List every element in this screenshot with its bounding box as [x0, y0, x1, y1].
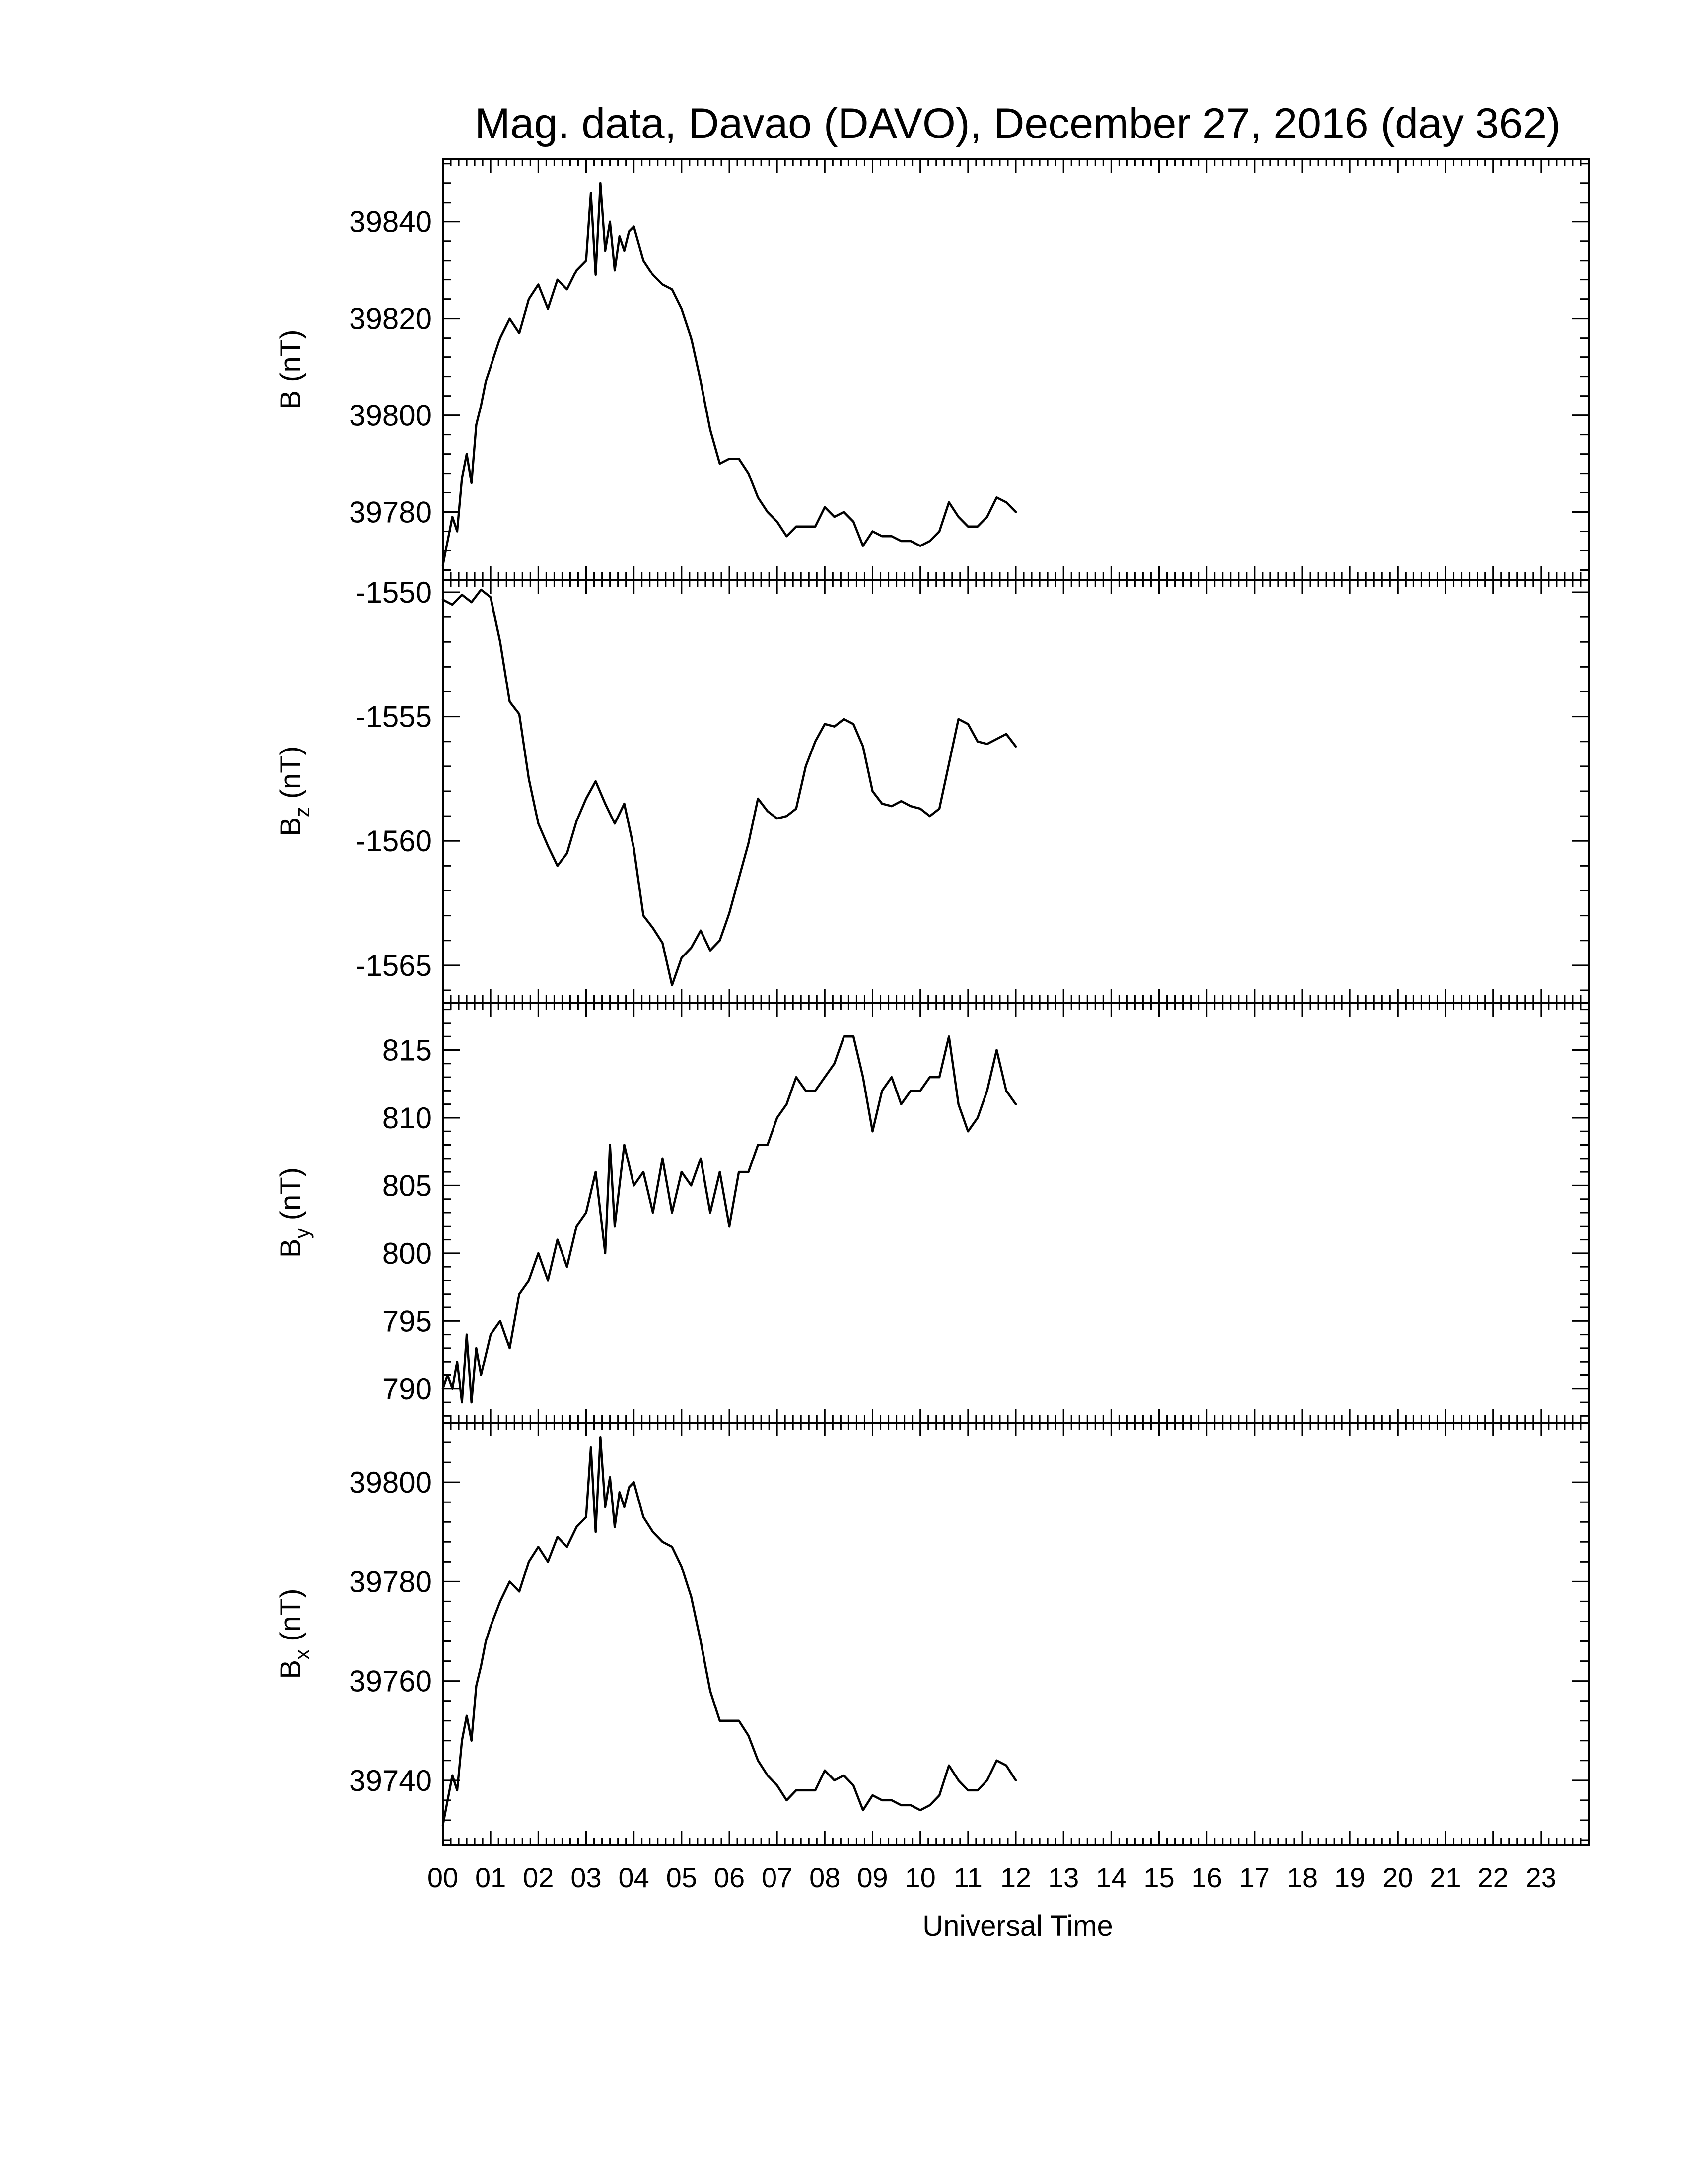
- x-tick-label: 08: [809, 1862, 840, 1893]
- panel-By: 790 795 800 805 810 815 By (nT): [275, 1002, 1590, 1424]
- x-tick-label: 10: [905, 1862, 936, 1893]
- panel-B: 39780 39800 39820 39840 B (nT): [275, 158, 1590, 581]
- x-ticks-By: [442, 1003, 1590, 1423]
- y-tick-label: -1550: [356, 576, 432, 609]
- y-tick-label: -1555: [356, 700, 432, 734]
- panel-frame-Bz: [442, 579, 1590, 1004]
- y-axis-label-B: B (nT): [275, 329, 307, 409]
- series-line-By: [441, 1035, 1017, 1404]
- y-tick-label: 790: [382, 1372, 432, 1406]
- x-tick-label: 06: [714, 1862, 745, 1893]
- x-tick-label: 18: [1287, 1862, 1318, 1893]
- y-axis-label-unit: (nT): [275, 329, 307, 390]
- panel-frame-Bx: [442, 1422, 1590, 1846]
- series-line-Bx: [441, 1436, 1017, 1827]
- x-ticks-Bz: [442, 580, 1590, 1003]
- y-axis-label-sub: z: [290, 807, 314, 817]
- y-axis-B: 39780 39800 39820 39840: [349, 163, 1589, 571]
- x-tick-label: 15: [1143, 1862, 1174, 1893]
- x-tick-label: 19: [1335, 1862, 1365, 1893]
- x-ticks-B: [442, 159, 1590, 580]
- y-tick-label: 815: [382, 1034, 432, 1067]
- y-axis-label-sub: x: [290, 1649, 314, 1660]
- x-tick-label: 23: [1526, 1862, 1556, 1893]
- panel-frame-B: [442, 158, 1590, 581]
- x-tick-label: 07: [762, 1862, 792, 1893]
- x-tick-label: 14: [1096, 1862, 1126, 1893]
- x-tick-label: 03: [570, 1862, 601, 1893]
- y-axis-label-main: B: [275, 817, 307, 836]
- x-tick-label: 21: [1430, 1862, 1461, 1893]
- x-tick-label: 22: [1478, 1862, 1509, 1893]
- y-axis-label-By: By (nT): [275, 1167, 314, 1258]
- series-line-B: [441, 182, 1017, 567]
- x-tick-label: 17: [1239, 1862, 1270, 1893]
- y-axis-label-unit: (nT): [275, 1588, 307, 1649]
- y-tick-label: 810: [382, 1101, 432, 1135]
- x-tick-label: 05: [666, 1862, 697, 1893]
- x-tick-label: 02: [523, 1862, 554, 1893]
- y-axis-By: 790 795 800 805 810 815: [382, 1009, 1589, 1417]
- y-tick-label: 39740: [349, 1764, 432, 1797]
- panels-layer: 39780 39800 39820 39840 B (nT) -1550 -1555 -156…: [275, 158, 1590, 1846]
- y-tick-label: 39780: [349, 496, 432, 529]
- x-tick-label: 04: [619, 1862, 649, 1893]
- y-axis-label-Bz: Bz (nT): [275, 746, 314, 836]
- x-tick-label: 16: [1192, 1862, 1222, 1893]
- x-tick-label: 00: [427, 1862, 458, 1893]
- y-tick-label: -1560: [356, 824, 432, 858]
- y-tick-label: 800: [382, 1237, 432, 1270]
- y-tick-label: 39820: [349, 302, 432, 336]
- x-tick-label: 11: [954, 1862, 983, 1893]
- x-tick-label: 13: [1048, 1862, 1079, 1893]
- y-tick-label: 805: [382, 1169, 432, 1202]
- y-tick-label: 39840: [349, 205, 432, 239]
- y-axis-label-main: B: [275, 1660, 307, 1679]
- chart-title: Mag. data, Davao (DAVO), December 27, 20…: [475, 100, 1561, 147]
- y-axis-label-sub: y: [290, 1228, 314, 1238]
- y-axis-label-unit: (nT): [275, 746, 307, 807]
- x-ticks-Bx: [442, 1423, 1590, 1845]
- y-axis-label-Bx: Bx (nT): [275, 1588, 314, 1679]
- y-axis-label-main: B: [275, 1238, 307, 1258]
- x-axis-label: Universal Time: [922, 1910, 1113, 1942]
- x-axis: 00 01 02 03 04 05 06 07 08 09 10 11 12 13 14 15 16 17 18 19…: [427, 1862, 1556, 1893]
- x-tick-label: 09: [857, 1862, 888, 1893]
- y-axis-Bz: -1550 -1555 -1560 -1565: [356, 576, 1589, 991]
- y-tick-label: 39800: [349, 399, 432, 432]
- y-tick-label: 795: [382, 1304, 432, 1338]
- series-line-Bz: [441, 588, 1017, 987]
- panel-Bz: -1550 -1555 -1560 -1565 Bz (nT): [275, 576, 1590, 1004]
- y-tick-label: 39780: [349, 1565, 432, 1598]
- y-axis-Bx: 39740 39760 39780 39800: [349, 1422, 1589, 1841]
- y-tick-label: 39760: [349, 1665, 432, 1698]
- y-axis-label-main: B: [275, 390, 307, 410]
- y-axis-label-unit: (nT): [275, 1167, 307, 1228]
- y-tick-label: 39800: [349, 1466, 432, 1499]
- panel-Bx: 39740 39760 39780 39800 Bx (nT): [275, 1422, 1590, 1846]
- x-tick-label: 01: [475, 1862, 506, 1893]
- x-tick-label: 12: [1000, 1862, 1031, 1893]
- y-tick-label: -1565: [356, 949, 432, 982]
- x-tick-label: 20: [1382, 1862, 1413, 1893]
